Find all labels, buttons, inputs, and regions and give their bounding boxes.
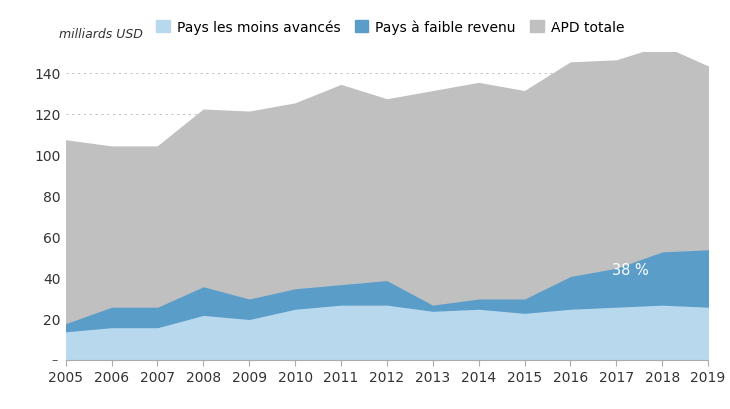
Legend: Pays les moins avancés, Pays à faible revenu, APD totale: Pays les moins avancés, Pays à faible re… bbox=[156, 20, 624, 35]
Text: –: – bbox=[52, 353, 58, 366]
Text: 38 %: 38 % bbox=[612, 263, 648, 277]
Text: milliards USD: milliards USD bbox=[59, 28, 143, 41]
